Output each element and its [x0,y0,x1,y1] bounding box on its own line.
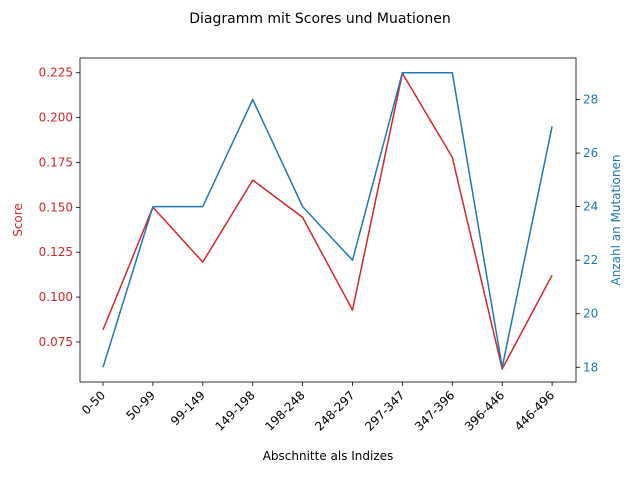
y-axis-left-label: Score [11,203,25,237]
x-tick-label: 149-198 [212,388,257,433]
series-line-score [102,72,553,370]
x-tick-label: 446-496 [512,388,557,433]
y-left-tick-label: 0.150 [39,200,73,214]
y-left-tick-label: 0.175 [39,155,73,169]
y-right-tick-label: 22 [583,253,598,267]
x-tick-label: 248-297 [312,388,357,433]
y-left-tick-label: 0.200 [39,111,73,125]
x-tick-label: 297-347 [362,388,407,433]
y-left-tick-label: 0.100 [39,290,73,304]
y-axis-right-label: Anzahl an Mutationen [609,155,623,286]
x-tick-label: 198-248 [262,388,307,433]
y-right-tick-label: 26 [583,146,598,160]
x-axis-label: Abschnitte als Indizes [263,449,394,463]
x-tick-label: 347-396 [412,388,457,433]
y-right-tick-label: 28 [583,93,598,107]
y-right-tick-label: 18 [583,360,598,374]
series-line-mutations [102,71,553,369]
chart-title: Diagramm mit Scores und Muationen [189,11,451,27]
y-left-tick-label: 0.075 [39,335,73,349]
x-tick-label: 99-149 [168,388,208,428]
x-tick-label: 50-99 [123,388,158,423]
y-left-tick-label: 0.225 [39,66,73,80]
y-right-tick-label: 20 [583,307,598,321]
x-tick-label: 396-446 [462,388,507,433]
x-tick-label: 0-50 [79,388,108,417]
y-left-tick-label: 0.125 [39,245,73,259]
plot-frame [79,57,577,383]
y-right-tick-label: 24 [583,200,598,214]
